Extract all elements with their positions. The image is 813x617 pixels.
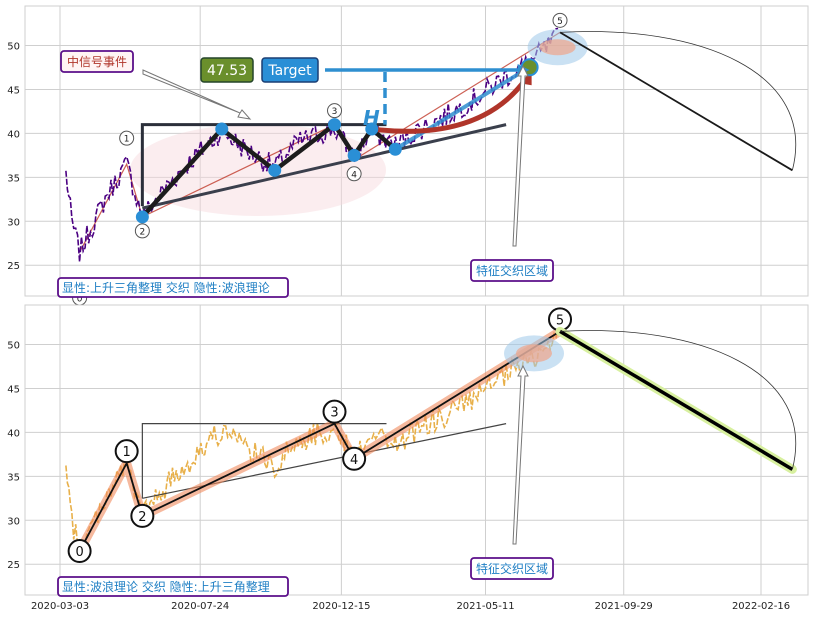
x-tick-label: 2020-03-03	[31, 601, 89, 612]
x-tick-label: 2020-07-24	[171, 601, 229, 612]
y-tick-label: 35	[7, 173, 20, 184]
projection-arc	[559, 31, 797, 171]
target-value-text: 47.53	[207, 63, 247, 79]
wave-label: 0	[77, 295, 83, 305]
footer-label-text: 显性:波浪理论 交织 隐性:上升三角整理	[62, 579, 270, 594]
plot-frame	[24, 5, 809, 297]
footer-label-box	[57, 277, 289, 298]
zone-label-text: 特征交织区域	[476, 561, 548, 576]
wave-label-circle	[119, 130, 135, 146]
wave-label: 1	[123, 445, 131, 460]
wave-line	[78, 330, 561, 552]
x-tick-label: 2020-12-15	[312, 601, 370, 612]
x-tick-label: 2021-05-11	[456, 601, 514, 612]
wave-label-circle	[130, 503, 155, 528]
footer-label-box	[57, 576, 289, 597]
touch-dot-4	[347, 148, 361, 162]
y-tick-label: 45	[7, 384, 20, 395]
x-tick-label: 2022-02-16	[732, 601, 790, 612]
touch-dot-2	[268, 163, 282, 177]
signal-event-text: 中信号事件	[67, 54, 127, 69]
zone-arrow	[512, 64, 529, 247]
touch-dot-3	[328, 118, 342, 132]
x-tick-label: 2021-09-29	[595, 601, 653, 612]
breakout-blue-line	[394, 65, 531, 151]
y-tick-label: 50	[7, 42, 20, 53]
y-tick-label: 35	[7, 472, 20, 483]
projection-line	[559, 31, 793, 172]
projection-arc	[559, 330, 797, 470]
y-tick-label: 45	[7, 85, 20, 96]
touch-dot-1	[215, 122, 229, 136]
projection-line	[559, 329, 794, 471]
interweave-core	[516, 344, 553, 363]
zone-label-box	[470, 259, 554, 282]
y-tick-label: 30	[7, 516, 20, 527]
wave-label: 0	[75, 545, 83, 560]
touch-dot-5	[365, 122, 379, 136]
touch-dot-0	[135, 210, 149, 224]
y-tick-label: 50	[7, 341, 20, 352]
target-red-arrow	[371, 77, 528, 134]
y-tick-label: 25	[7, 560, 20, 571]
wave-label-circle	[342, 446, 367, 471]
zone-label-box	[470, 557, 554, 580]
y-tick-label: 25	[7, 261, 20, 272]
height-label: H	[363, 106, 380, 130]
wave-label-circle	[67, 539, 92, 564]
signal-event-badge	[60, 50, 134, 73]
interweave-core	[539, 39, 576, 56]
wave-label: 5	[556, 313, 564, 328]
y-tick-label: 30	[7, 217, 20, 228]
plot-frame	[24, 304, 809, 596]
wave-label: 5	[557, 17, 563, 27]
signal-event-arrow	[142, 69, 252, 120]
resistance-line	[140, 123, 387, 207]
wave-label: 1	[124, 135, 130, 145]
wave-label: 4	[350, 453, 358, 468]
support-line	[142, 123, 507, 210]
target-value-badge	[200, 57, 254, 83]
wave-label-circle	[134, 223, 150, 239]
y-tick-label: 40	[7, 129, 20, 140]
y-tick-label: 40	[7, 428, 20, 439]
wave-label-circle	[322, 399, 347, 424]
footer-label-text: 显性:上升三角整理 交织 隐性:波浪理论	[62, 280, 270, 295]
wave-label: 2	[139, 227, 145, 237]
price-line	[65, 328, 559, 559]
resistance-line	[141, 423, 387, 499]
wave-label-circle	[346, 166, 362, 182]
target-label-text: Target	[267, 63, 312, 79]
wave-label-circle	[114, 439, 139, 464]
wave-label: 3	[330, 406, 338, 421]
wave-label-circle	[552, 12, 568, 28]
wave-label: 4	[351, 170, 357, 180]
pattern-ellipse	[130, 124, 386, 216]
touch-dot-6	[388, 142, 402, 156]
wave-label-circle	[327, 103, 343, 119]
zone-arrow	[512, 364, 529, 545]
wave-label: 2	[138, 510, 146, 525]
wave-label: 3	[332, 107, 338, 117]
zone-label-text: 特征交织区域	[476, 263, 548, 278]
target-label-badge	[261, 57, 319, 83]
